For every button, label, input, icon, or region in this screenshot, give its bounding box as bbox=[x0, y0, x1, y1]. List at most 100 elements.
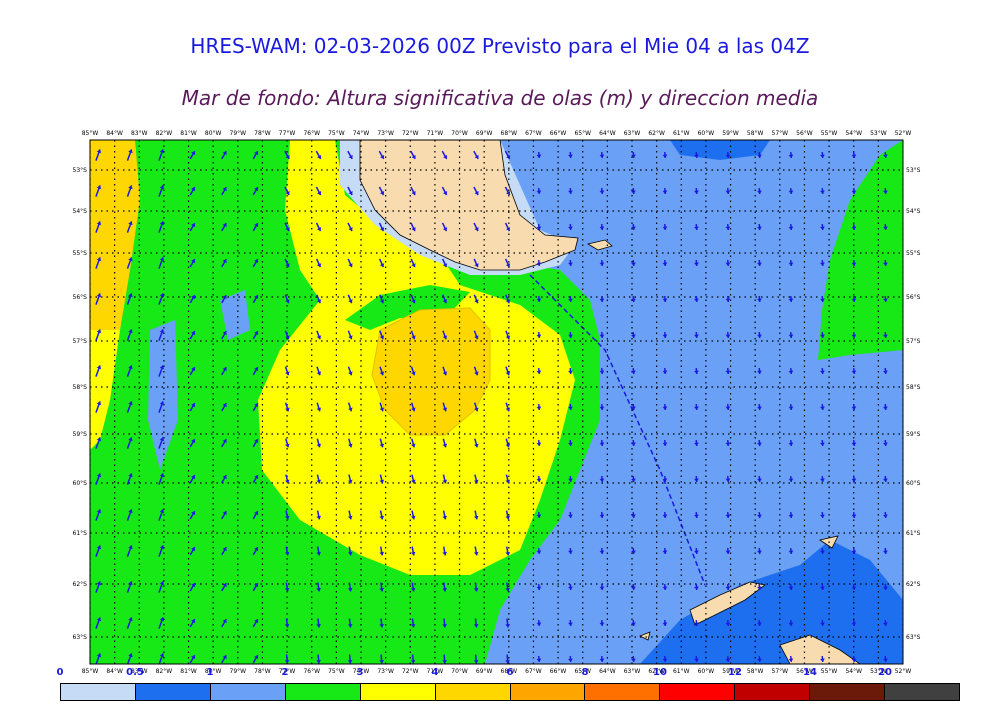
arrow-head bbox=[851, 514, 857, 518]
arrow-head bbox=[536, 550, 542, 554]
arrow-head bbox=[568, 514, 573, 518]
arrow-head bbox=[254, 259, 259, 264]
arrow-head bbox=[379, 623, 384, 628]
lon-label: 68°W bbox=[501, 130, 518, 137]
arrow-head bbox=[599, 658, 605, 662]
arrow-head bbox=[725, 658, 731, 662]
arrow-head bbox=[316, 479, 322, 484]
lon-label: 63°W bbox=[624, 668, 641, 675]
arrow-head bbox=[348, 154, 353, 159]
lon-label: 71°W bbox=[427, 668, 444, 675]
arrow-head bbox=[442, 515, 448, 520]
lon-label: 68°W bbox=[501, 668, 518, 675]
arrow-head bbox=[222, 403, 227, 408]
arrow-head bbox=[631, 514, 636, 518]
arrow-head bbox=[410, 515, 416, 520]
arrow-head bbox=[254, 655, 259, 660]
arrow-head bbox=[631, 658, 636, 662]
arrow-head bbox=[254, 547, 259, 552]
lat-label: 57°S bbox=[906, 338, 921, 345]
arrow-head bbox=[474, 299, 479, 304]
arrow-head bbox=[631, 442, 636, 446]
lon-label: 80°W bbox=[205, 130, 222, 137]
lon-label: 73°W bbox=[377, 130, 394, 137]
arrow-head bbox=[128, 437, 133, 442]
arrow-head bbox=[411, 227, 416, 232]
arrow-head bbox=[159, 473, 165, 478]
arrow-head bbox=[159, 221, 165, 226]
arrow-head bbox=[347, 587, 353, 592]
arrow-head bbox=[506, 154, 511, 159]
lon-label: 82°W bbox=[156, 130, 173, 137]
arrow-head bbox=[443, 154, 448, 159]
arrow-head bbox=[96, 365, 102, 370]
arrow-head bbox=[631, 406, 636, 410]
arrow-head bbox=[254, 511, 259, 516]
arrow-head bbox=[599, 370, 605, 374]
lon-label: 65°W bbox=[574, 130, 591, 137]
arrow-head bbox=[505, 660, 510, 664]
arrow-head bbox=[317, 154, 322, 159]
arrow-head bbox=[191, 547, 196, 552]
arrow-head bbox=[316, 263, 322, 268]
arrow-head bbox=[725, 154, 731, 158]
lon-label: 53°W bbox=[870, 668, 887, 675]
arrow-head bbox=[536, 298, 542, 302]
arrow-head bbox=[159, 617, 165, 622]
arrow-head bbox=[284, 623, 290, 628]
arrow-head bbox=[694, 190, 699, 194]
arrow-head bbox=[347, 623, 353, 628]
arrow-head bbox=[442, 479, 448, 484]
arrow-head bbox=[128, 581, 133, 586]
arrow-head bbox=[442, 660, 447, 664]
arrow-head bbox=[128, 653, 133, 658]
arrow-head bbox=[788, 550, 794, 554]
arrow-head bbox=[631, 550, 636, 554]
arrow-head bbox=[128, 221, 133, 226]
arrow-head bbox=[725, 190, 731, 194]
arrow-head bbox=[536, 262, 542, 266]
legend-swatch bbox=[510, 684, 586, 700]
arrow-head bbox=[410, 551, 416, 556]
legend-swatch bbox=[135, 684, 211, 700]
arrow-head bbox=[379, 551, 385, 556]
arrow-head bbox=[505, 479, 511, 484]
arrow-head bbox=[536, 586, 542, 590]
arrow-head bbox=[725, 298, 731, 302]
arrow-head bbox=[599, 190, 605, 194]
arrow-head bbox=[851, 442, 857, 446]
arrow-head bbox=[348, 479, 353, 484]
arrow-head bbox=[379, 515, 385, 520]
arrow-head bbox=[662, 154, 668, 158]
arrow-head bbox=[316, 623, 321, 628]
lon-label: 75°W bbox=[328, 668, 345, 675]
arrow-head bbox=[536, 190, 542, 194]
lon-label: 63°W bbox=[624, 130, 641, 137]
lon-label: 53°W bbox=[870, 130, 887, 137]
arrow-head bbox=[757, 550, 762, 554]
arrow-head bbox=[725, 262, 731, 266]
arrow-head bbox=[757, 262, 762, 266]
arrow-head bbox=[254, 187, 259, 192]
arrow-head bbox=[442, 371, 448, 376]
arrow-head bbox=[442, 551, 448, 556]
arrow-head bbox=[851, 298, 857, 302]
lat-label: 59°S bbox=[73, 431, 88, 438]
arrow-head bbox=[662, 586, 668, 590]
arrow-head bbox=[757, 406, 762, 410]
arrow-head bbox=[254, 367, 259, 372]
arrow-head bbox=[568, 226, 573, 230]
arrow-head bbox=[379, 299, 385, 304]
arrow-head bbox=[159, 365, 165, 370]
arrow-head bbox=[662, 622, 668, 626]
arrow-head bbox=[410, 623, 416, 628]
arrow-head bbox=[725, 442, 731, 446]
arrow-head bbox=[568, 406, 573, 410]
arrow-head bbox=[851, 154, 857, 158]
arrow-head bbox=[379, 587, 385, 592]
lon-label: 70°W bbox=[451, 668, 468, 675]
arrow-head bbox=[379, 227, 385, 232]
arrow-head bbox=[725, 622, 731, 626]
arrow-head bbox=[694, 442, 699, 446]
